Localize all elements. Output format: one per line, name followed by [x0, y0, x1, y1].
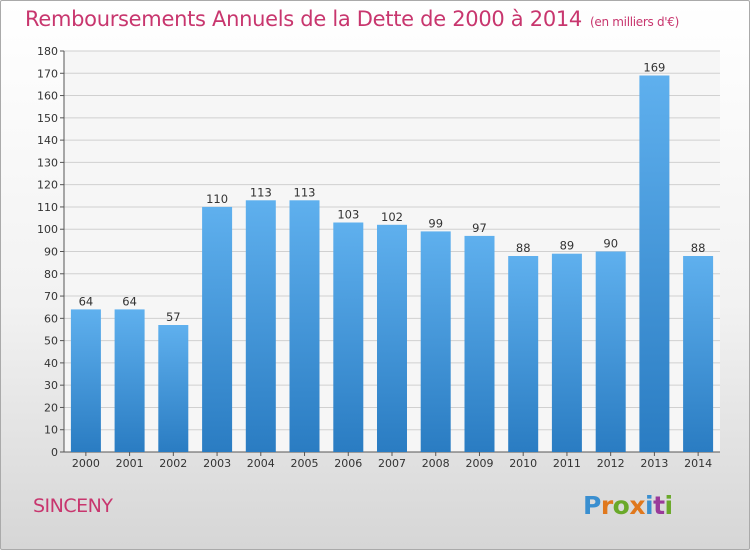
bar — [289, 200, 320, 452]
x-tick-label: 2002 — [159, 457, 187, 470]
proxiti-logo: Proxiti — [583, 491, 673, 520]
data-label: 113 — [250, 185, 272, 199]
bar — [595, 251, 626, 452]
logo-letter: o — [612, 491, 630, 520]
data-label: 113 — [294, 185, 316, 199]
x-tick-label: 2009 — [466, 457, 494, 470]
x-tick-label: 2010 — [509, 457, 537, 470]
x-tick-label: 2013 — [640, 457, 668, 470]
logo-letter: r — [600, 491, 613, 520]
commune-name: SINCENY — [33, 495, 113, 517]
data-label: 90 — [603, 237, 618, 251]
y-tick-label: 90 — [44, 246, 58, 259]
x-tick-label: 2014 — [684, 457, 712, 470]
data-label: 103 — [337, 208, 359, 222]
data-label: 64 — [122, 294, 137, 308]
y-tick-label: 60 — [44, 312, 58, 325]
bar — [333, 222, 364, 452]
data-label: 169 — [643, 61, 665, 75]
bar — [639, 75, 670, 452]
y-tick-label: 50 — [44, 335, 58, 348]
x-tick-label: 2012 — [597, 457, 625, 470]
data-label: 89 — [560, 239, 575, 253]
data-label: 102 — [381, 210, 403, 224]
logo-letter: P — [583, 491, 601, 520]
data-label: 88 — [691, 241, 706, 255]
logo-letter: t — [653, 491, 665, 520]
bar — [245, 200, 276, 452]
logo-letter: i — [645, 491, 654, 520]
bar — [420, 231, 451, 452]
chart-title-text: Remboursements Annuels de la Dette de 20… — [25, 7, 582, 31]
y-tick-label: 10 — [44, 424, 58, 437]
chart-title: Remboursements Annuels de la Dette de 20… — [25, 7, 679, 31]
logo-letter: i — [664, 491, 674, 520]
bar — [464, 235, 495, 452]
x-tick-label: 2006 — [334, 457, 362, 470]
data-label: 57 — [166, 310, 181, 324]
x-tick-label: 2003 — [203, 457, 231, 470]
bar — [70, 309, 101, 452]
y-tick-label: 150 — [37, 112, 58, 125]
chart-title-unit: (en milliers d'€) — [590, 15, 680, 29]
data-label: 99 — [428, 216, 443, 230]
y-tick-label: 40 — [44, 357, 58, 370]
data-label: 110 — [206, 192, 228, 206]
x-tick-label: 2008 — [422, 457, 450, 470]
data-label: 88 — [516, 241, 531, 255]
y-tick-label: 180 — [37, 45, 58, 58]
x-tick-label: 2011 — [553, 457, 581, 470]
x-tick-label: 2007 — [378, 457, 406, 470]
bar — [551, 253, 582, 452]
data-label: 97 — [472, 221, 487, 235]
x-tick-label: 2004 — [247, 457, 275, 470]
bar — [158, 325, 189, 452]
x-tick-label: 2001 — [116, 457, 144, 470]
x-tick-label: 2000 — [72, 457, 100, 470]
y-tick-label: 120 — [37, 179, 58, 192]
y-tick-label: 30 — [44, 379, 58, 392]
x-tick-label: 2005 — [291, 457, 319, 470]
y-tick-label: 70 — [44, 290, 58, 303]
bar — [202, 206, 233, 452]
y-tick-label: 130 — [37, 156, 58, 169]
y-tick-label: 140 — [37, 134, 58, 147]
data-label: 64 — [79, 294, 94, 308]
y-tick-label: 170 — [37, 67, 58, 80]
bar — [508, 256, 539, 452]
y-tick-label: 110 — [37, 201, 58, 214]
y-tick-label: 0 — [51, 446, 58, 459]
bar — [377, 224, 407, 452]
y-tick-label: 20 — [44, 401, 58, 414]
y-tick-label: 100 — [37, 223, 58, 236]
y-tick-label: 160 — [37, 90, 58, 103]
y-tick-label: 80 — [44, 268, 58, 281]
bar — [114, 309, 145, 452]
bar — [683, 256, 714, 452]
logo-letter: x — [629, 491, 645, 520]
